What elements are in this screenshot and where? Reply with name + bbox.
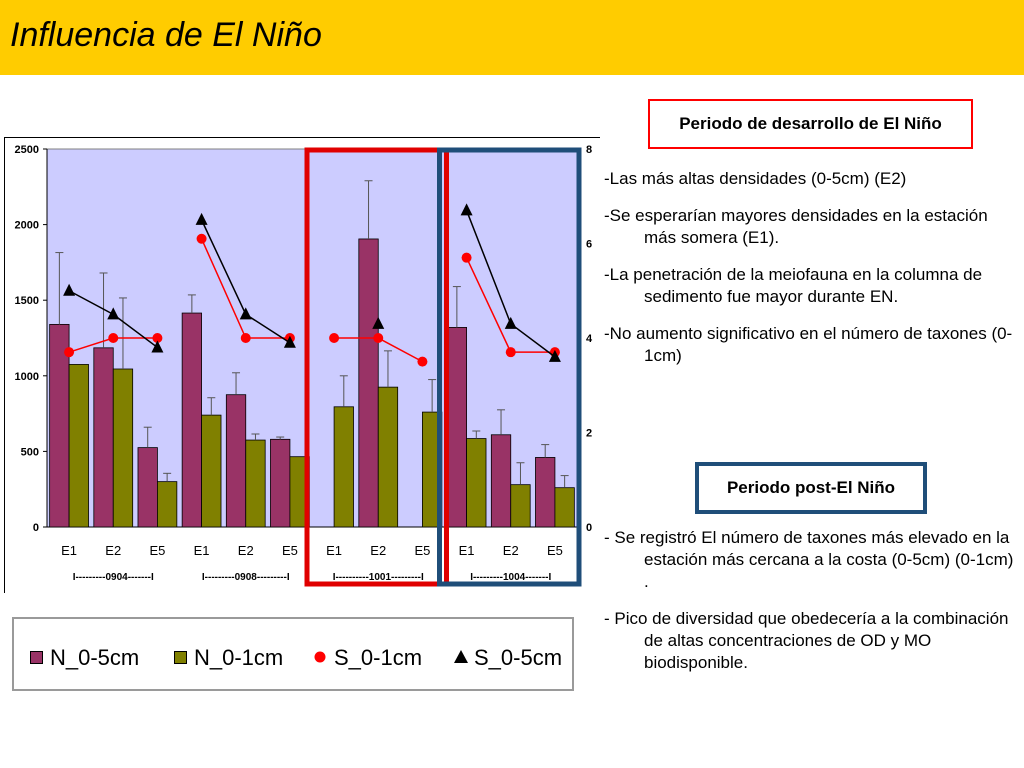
group-label: I---------0904-------I	[73, 572, 154, 583]
y2-tick-label: 4	[586, 333, 593, 345]
legend-label-n01: N_0-1cm	[194, 645, 284, 670]
y-tick-label: 500	[21, 446, 39, 458]
x-tick-label: E1	[459, 543, 475, 558]
y-tick-label: 1500	[15, 295, 39, 307]
bar-n05	[446, 327, 467, 528]
x-tick-label: E1	[61, 543, 77, 558]
bar-n01	[112, 368, 134, 528]
chart-legend: N_0-5cm N_0-1cm S_0-1cm S_0-5cm	[12, 617, 574, 691]
bar-n05	[137, 447, 158, 528]
legend-swatch-n05	[30, 651, 43, 664]
bar-n05	[225, 394, 247, 528]
legend-label-s01: S_0-1cm	[334, 645, 423, 670]
y-tick-label: 0	[33, 522, 39, 534]
point-s01	[196, 233, 207, 244]
point-s05	[460, 203, 473, 216]
point-s01	[64, 347, 75, 358]
bar-n01	[333, 406, 354, 528]
y2-tick-label: 0	[586, 522, 592, 534]
x-tick-label: E1	[194, 543, 210, 558]
y2-tick-label: 2	[586, 428, 592, 440]
bar-n01	[68, 364, 89, 528]
point-s05	[548, 349, 561, 362]
point-s01	[108, 333, 119, 343]
x-tick-label: E5	[414, 543, 430, 558]
point-s01	[329, 333, 340, 343]
title-bar: Influencia de El Niño	[0, 0, 1024, 75]
chart-svg: 0 500 1000 1500 2000 2500 0 2 4 6 8 E1 E2 E5 E1 E2 E5 E1 E…	[4, 137, 600, 593]
point-s05	[239, 307, 252, 320]
point-s05	[283, 335, 296, 348]
bullet-text: -Las más altas densidades (0-5cm) (E2)	[604, 169, 907, 188]
point-s01	[417, 356, 428, 367]
y-tick-label: 2000	[15, 220, 39, 232]
legend-swatch-n01	[174, 651, 187, 664]
legend-label-s05: S_0-5cm	[474, 645, 563, 670]
point-s01	[240, 333, 251, 343]
bullet-text: - Se registró El número de taxones más e…	[604, 528, 1014, 591]
bar-n01	[377, 386, 399, 528]
bar-n05	[358, 238, 379, 528]
highlight-red	[304, 147, 449, 587]
point-s01	[505, 347, 516, 358]
legend-marker-s05	[454, 650, 468, 663]
point-s01	[373, 333, 384, 343]
point-s05	[195, 212, 208, 225]
bar-n05	[270, 438, 291, 528]
slide-title: Influencia de El Niño	[10, 16, 322, 54]
period-post-box: Periodo post-El Niño	[695, 462, 927, 514]
legend-label-n05: N_0-5cm	[50, 645, 140, 670]
highlight-blue	[437, 147, 582, 587]
legend-marker-s01	[314, 651, 326, 663]
point-s05	[372, 316, 385, 329]
bullet-text: -Se esperarían mayores densidades en la …	[604, 206, 988, 247]
bar-n05	[490, 434, 512, 528]
y2-tick-label: 6	[586, 239, 592, 251]
bar-n05	[181, 312, 202, 528]
bar-n01	[510, 484, 531, 528]
period-development-box: Periodo de desarrollo de El Niño	[648, 99, 973, 149]
point-s05	[63, 283, 76, 296]
x-tick-label: E5	[282, 543, 298, 558]
y-tick-label: 2500	[15, 144, 39, 156]
group-label: I----------1001---------I	[333, 572, 424, 583]
bar-n01	[157, 481, 178, 528]
bar-n05	[93, 347, 114, 528]
group-label: I---------0908---------I	[202, 572, 290, 583]
point-s05	[504, 316, 517, 329]
bullets-development: -Las más altas densidades (0-5cm) (E2) -…	[604, 168, 1014, 382]
bar-n01	[245, 439, 266, 528]
x-tick-label: E1	[326, 543, 342, 558]
y-tick-label: 1000	[15, 371, 39, 383]
bar-n05	[535, 457, 556, 528]
x-tick-label: E2	[238, 543, 254, 558]
bar-n01	[554, 487, 575, 528]
chart: 0 500 1000 1500 2000 2500 0 2 4 6 8 E1 E2 E5 E1 E2 E5 E1 E…	[4, 137, 600, 593]
bullet-text: - Pico de diversidad que obedecería a la…	[604, 609, 1009, 672]
point-s05	[151, 340, 164, 353]
bar-n01	[466, 438, 487, 528]
x-tick-label: E2	[105, 543, 121, 558]
bullet-text: -La penetración de la meiofauna en la co…	[604, 265, 983, 306]
bullet-text: -No aumento significativo en el número d…	[604, 324, 1013, 365]
x-tick-label: E5	[149, 543, 165, 558]
point-s05	[107, 307, 120, 320]
bar-n01	[201, 414, 222, 528]
x-tick-label: E2	[370, 543, 386, 558]
x-tick-label: E5	[547, 543, 563, 558]
bullets-post: - Se registró El número de taxones más e…	[604, 527, 1014, 689]
group-label: I---------1004-------I	[470, 572, 551, 583]
point-s01	[152, 333, 163, 343]
y2-tick-label: 8	[586, 144, 592, 156]
point-s01	[461, 252, 472, 263]
x-tick-label: E2	[503, 543, 519, 558]
